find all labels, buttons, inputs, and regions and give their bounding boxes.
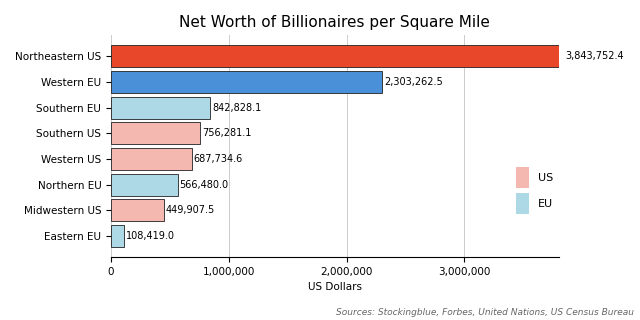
X-axis label: US Dollars: US Dollars (308, 282, 362, 292)
Bar (111, 122, 200, 144)
Bar (111, 71, 382, 93)
Text: 566,480.0: 566,480.0 (179, 180, 228, 190)
Text: 449,907.5: 449,907.5 (166, 205, 215, 215)
Text: 756,281.1: 756,281.1 (202, 128, 252, 138)
Bar (111, 148, 192, 170)
Text: Sources: Stockingblue, Forbes, United Nations, US Census Bureau: Sources: Stockingblue, Forbes, United Na… (335, 308, 634, 317)
Bar (111, 199, 164, 221)
Text: 2,303,262.5: 2,303,262.5 (384, 77, 443, 87)
Text: 842,828.1: 842,828.1 (212, 103, 261, 113)
Text: 3,843,752.4: 3,843,752.4 (566, 51, 624, 61)
Text: 108,419.0: 108,419.0 (125, 231, 175, 241)
Text: 687,734.6: 687,734.6 (194, 154, 243, 164)
Legend: US, EU: US, EU (516, 167, 553, 214)
Bar (111, 97, 211, 118)
Title: Net Worth of Billionaires per Square Mile: Net Worth of Billionaires per Square Mil… (179, 15, 490, 30)
Bar (111, 45, 564, 67)
Bar (111, 225, 124, 247)
Bar (111, 174, 178, 196)
